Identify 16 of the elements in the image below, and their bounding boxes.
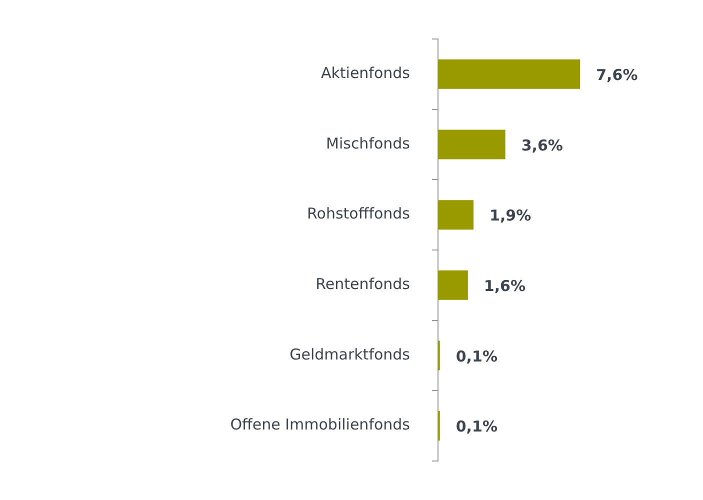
- y-tick-label: Geldmarktfonds: [290, 345, 410, 364]
- bar: [438, 200, 474, 230]
- y-tick-label: Rentenfonds: [316, 275, 410, 294]
- y-tick-label: Rohstofffonds: [307, 204, 410, 223]
- data-label: 0,1%: [456, 347, 498, 366]
- data-label: 7,6%: [596, 66, 638, 84]
- bar: [438, 59, 580, 89]
- y-tick-label: Aktienfonds: [320, 64, 410, 82]
- y-tick-label: Offene Immobilienfonds: [230, 416, 410, 434]
- y-tick-label: Mischfonds: [326, 134, 410, 152]
- bar: [438, 130, 506, 160]
- data-label: 0,1%: [456, 418, 498, 436]
- bar: [438, 270, 468, 300]
- data-label: 1,9%: [490, 206, 532, 225]
- data-label: 1,6%: [484, 277, 526, 296]
- data-label: 3,6%: [521, 136, 563, 154]
